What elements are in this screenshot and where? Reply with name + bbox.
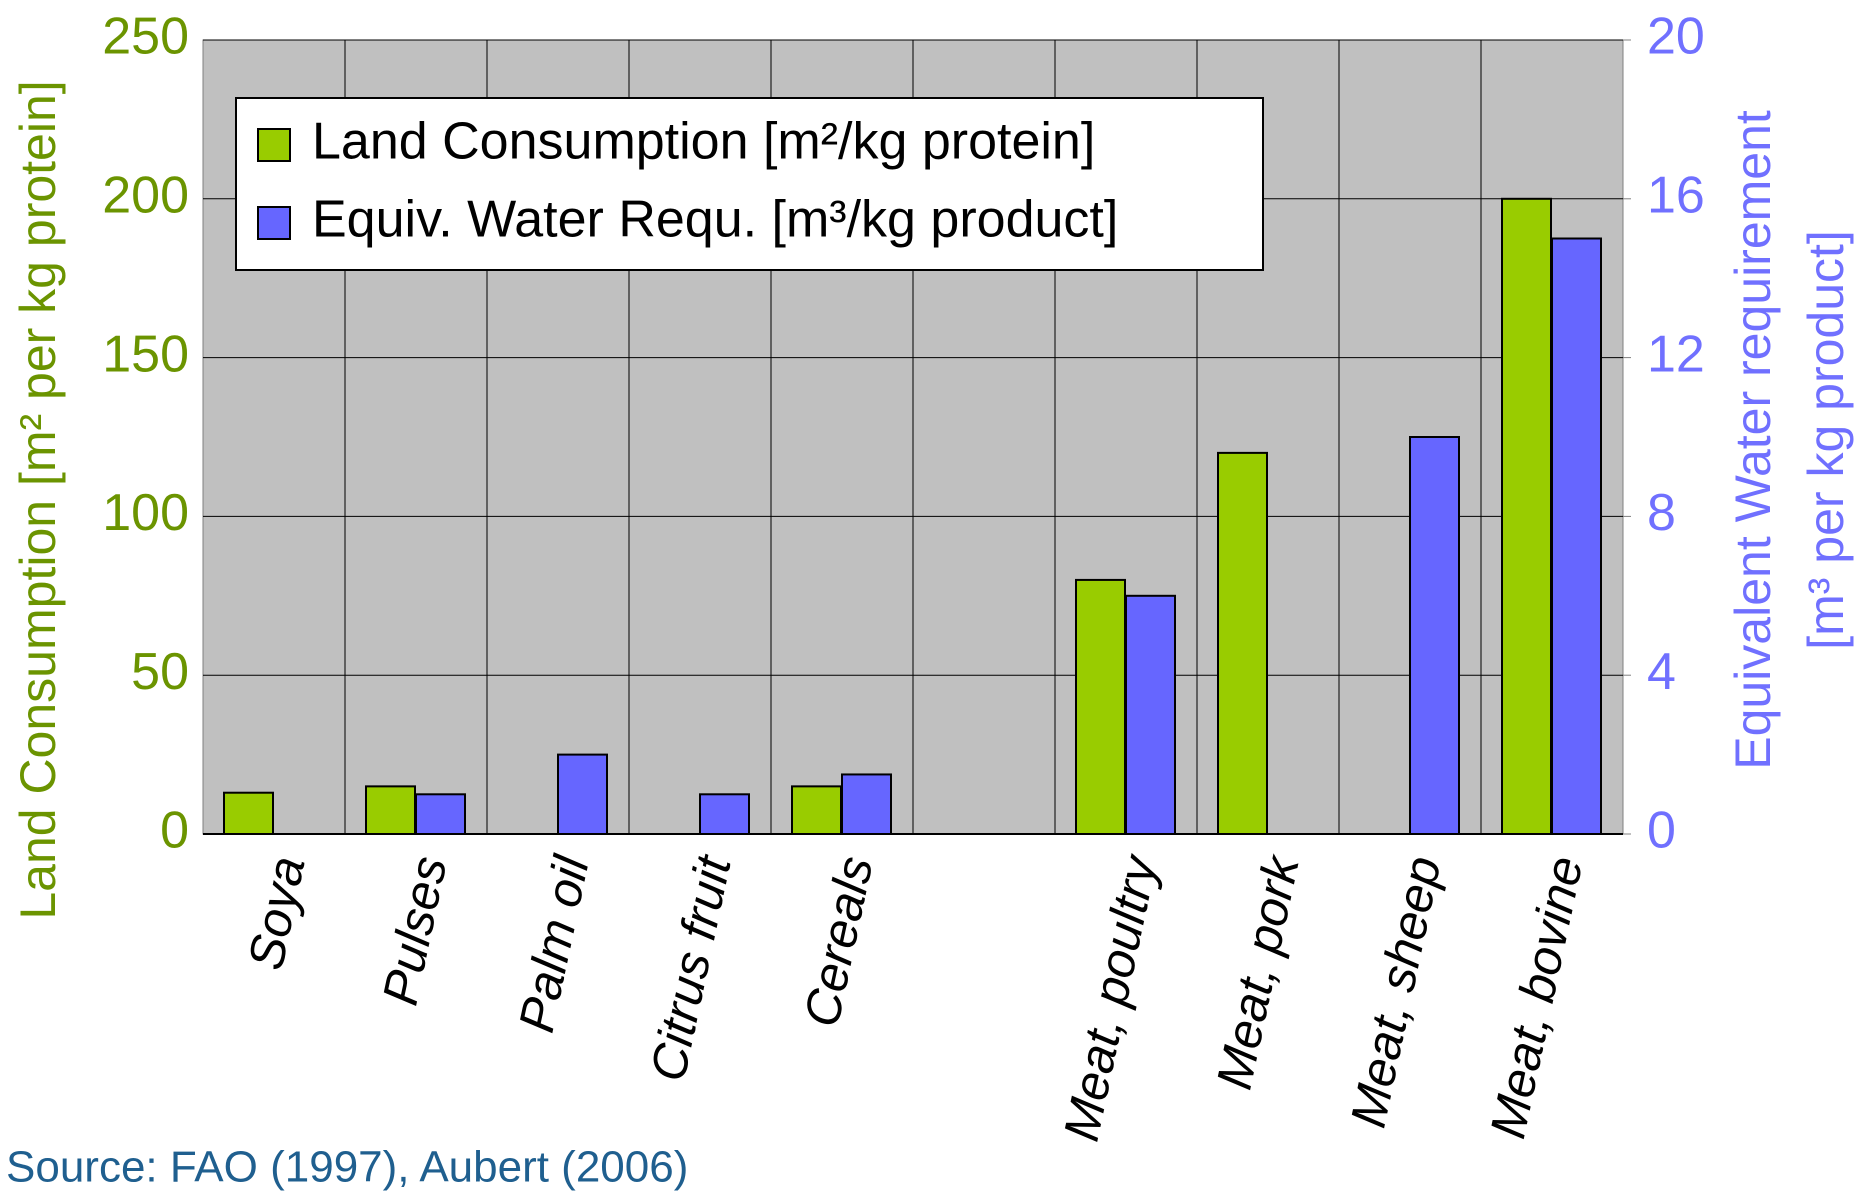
legend-box: [235, 97, 1264, 271]
y-tick-label: 250: [102, 8, 189, 66]
bar: [791, 785, 842, 835]
x-tick-label: Meat, poultry: [1053, 848, 1168, 1145]
legend: Land Consumption [m²/kg protein] Equiv. W…: [235, 97, 1264, 271]
legend-label: Equiv. Water Requ. [m³/kg product]: [312, 191, 1118, 249]
bar: [1501, 197, 1552, 836]
bar: [223, 791, 274, 835]
bar: [365, 785, 416, 835]
legend-swatch: [257, 206, 291, 240]
x-tick-label: Palm oil: [508, 850, 600, 1037]
y-tick-label: 50: [131, 643, 189, 701]
source-note: Source: FAO (1997), Aubert (2006): [6, 1143, 688, 1192]
bars: [223, 197, 1602, 836]
legend-label: Land Consumption [m²/kg protein]: [312, 113, 1095, 171]
x-tick-label: Soya: [237, 851, 315, 974]
y-axis-label: Land Consumption [m² per kg protein]: [10, 80, 66, 919]
y-tick-label: 200: [102, 167, 189, 225]
bar: [1409, 436, 1460, 835]
y2-tick-label: 0: [1647, 802, 1676, 860]
x-tick-label: Cereals: [793, 851, 884, 1031]
bar: [1075, 578, 1126, 835]
y2-tick-label: 4: [1647, 643, 1676, 701]
bar: [1125, 594, 1176, 835]
x-tick-label: Citrus fruit: [640, 849, 743, 1086]
bar: [841, 773, 892, 836]
bar: [699, 793, 750, 835]
y-tick-label: 0: [160, 802, 189, 860]
x-tick-label: Meat, bovine: [1479, 851, 1593, 1143]
y-tick-label: 100: [102, 484, 189, 542]
y2-axis-label: Equivalent Water requirement: [1725, 110, 1781, 770]
y-tick-label: 150: [102, 325, 189, 383]
bar: [1217, 451, 1268, 835]
bar: [415, 793, 466, 835]
legend-swatch: [257, 128, 291, 162]
y2-tick-label: 8: [1647, 484, 1676, 542]
x-tick-label: Meat, pork: [1206, 848, 1311, 1094]
y2-tick-label: 20: [1647, 8, 1705, 66]
y2-tick-label: 12: [1647, 325, 1705, 383]
x-tick-label: Meat, sheep: [1340, 851, 1452, 1132]
y2-tick-label: 16: [1647, 167, 1705, 225]
x-tick-label: Pulses: [372, 851, 458, 1009]
bar: [1551, 237, 1602, 835]
bar: [557, 753, 608, 835]
y2-axis-label: [m³ per kg product]: [1798, 230, 1854, 650]
